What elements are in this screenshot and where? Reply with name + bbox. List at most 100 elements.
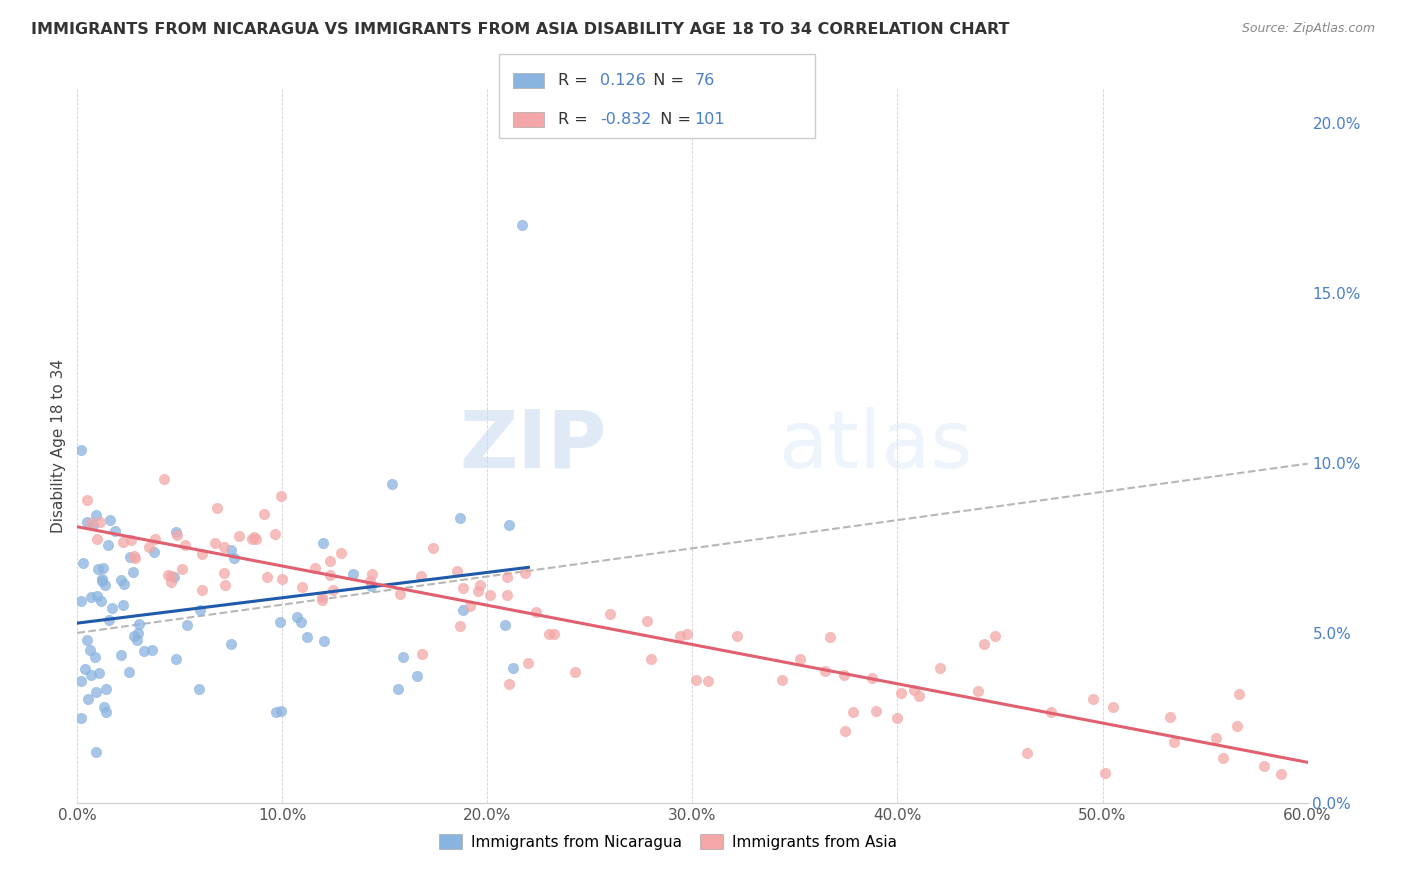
Point (160, 569, 183, 583)
Point (1163, 735, 1185, 749)
Point (253, 508, 276, 522)
Text: N =: N = (643, 73, 689, 88)
Text: R =: R = (558, 112, 593, 128)
Point (449, 619, 471, 633)
Point (122, 549, 145, 564)
Text: -0.832: -0.832 (600, 112, 652, 128)
Point (304, 560, 326, 574)
Text: atlas: atlas (779, 407, 973, 485)
Point (111, 534, 134, 549)
Text: IMMIGRANTS FROM NICARAGUA VS IMMIGRANTS FROM ASIA DISABILITY AGE 18 TO 34 CORREL: IMMIGRANTS FROM NICARAGUA VS IMMIGRANTS … (31, 22, 1010, 37)
Point (176, 617, 198, 632)
Point (342, 566, 364, 581)
Point (84, 685, 107, 699)
Point (159, 574, 181, 589)
Point (228, 529, 250, 543)
Point (599, 607, 621, 621)
Point (388, 587, 411, 601)
Point (120, 533, 142, 548)
Point (513, 566, 536, 581)
Point (392, 649, 415, 664)
Text: 101: 101 (695, 112, 725, 128)
Point (311, 590, 333, 604)
Point (166, 528, 188, 542)
Point (97, 538, 120, 552)
Point (157, 568, 180, 582)
Point (191, 547, 214, 561)
Point (271, 572, 294, 586)
Point (98, 513, 121, 527)
Point (842, 705, 865, 719)
Point (163, 570, 186, 584)
Point (789, 651, 811, 665)
Point (675, 627, 697, 641)
Point (75, 662, 97, 676)
Point (91, 573, 114, 587)
Point (98, 613, 121, 627)
Point (451, 582, 474, 596)
Point (70, 711, 93, 725)
Point (70, 594, 93, 608)
Point (138, 540, 160, 554)
Point (478, 588, 501, 602)
Point (219, 637, 242, 651)
Point (89, 515, 111, 529)
Point (143, 545, 166, 559)
Point (219, 543, 242, 558)
Point (110, 648, 132, 662)
Point (101, 601, 124, 615)
Point (1270, 767, 1292, 781)
Text: ZIP: ZIP (460, 407, 606, 485)
Point (312, 634, 335, 648)
Point (411, 569, 433, 583)
Point (360, 566, 382, 581)
Point (256, 570, 278, 584)
Point (87, 561, 110, 575)
Point (290, 615, 312, 629)
Point (1227, 687, 1250, 701)
Point (269, 615, 291, 629)
Point (319, 567, 342, 582)
Point (460, 599, 482, 613)
Point (76, 632, 98, 647)
Text: R =: R = (558, 73, 593, 88)
Point (770, 673, 793, 687)
Y-axis label: Disability Age 18 to 34: Disability Age 18 to 34 (51, 359, 66, 533)
Point (143, 532, 166, 546)
Point (104, 524, 127, 538)
Point (270, 704, 292, 718)
Point (564, 665, 586, 679)
Point (984, 629, 1007, 643)
Point (263, 526, 285, 541)
Point (124, 551, 146, 566)
Point (76, 515, 98, 529)
Point (86, 589, 108, 603)
Point (524, 605, 547, 619)
Point (966, 683, 988, 698)
Point (640, 651, 662, 665)
Point (422, 541, 444, 556)
Point (128, 616, 150, 631)
Point (266, 705, 288, 719)
Point (204, 536, 226, 550)
Point (818, 630, 841, 644)
Point (510, 218, 533, 232)
Point (406, 668, 429, 682)
Point (122, 629, 145, 643)
Point (832, 668, 855, 682)
Point (1039, 705, 1062, 719)
Point (79, 590, 101, 604)
Point (94, 706, 117, 720)
Point (295, 630, 318, 644)
Legend: Immigrants from Nicaragua, Immigrants from Asia: Immigrants from Nicaragua, Immigrants fr… (433, 828, 903, 855)
Point (1159, 710, 1181, 724)
Point (93, 700, 115, 714)
Point (498, 676, 520, 690)
Point (449, 511, 471, 525)
Point (291, 580, 314, 594)
Point (494, 617, 516, 632)
Point (118, 665, 141, 679)
Point (1226, 719, 1249, 733)
Point (502, 661, 524, 675)
Point (537, 626, 560, 640)
